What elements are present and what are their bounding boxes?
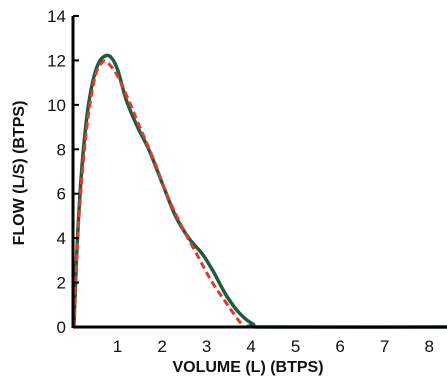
x-tick-label: 1 [113, 337, 122, 356]
y-tick-label: 8 [57, 140, 66, 159]
y-tick-label: 12 [47, 51, 66, 70]
series-group [72, 53, 447, 329]
y-tick-label: 2 [57, 274, 66, 293]
x-tick-label: 3 [202, 337, 211, 356]
y-tick-label: 0 [57, 318, 66, 337]
y-tick-label: 10 [47, 96, 66, 115]
x-axis-title: VOLUME (L) (BTPS) [172, 359, 323, 376]
y-tick-label: 6 [57, 185, 66, 204]
x-tick-label: 6 [335, 337, 344, 356]
axes-group [71, 16, 447, 329]
x-tick-label: 7 [380, 337, 389, 356]
x-tick-label: 5 [291, 337, 300, 356]
predicted-curve-line [72, 59, 246, 328]
x-tick-label: 8 [424, 337, 433, 356]
y-tick-label: 14 [47, 7, 66, 26]
x-tick-label: 2 [157, 337, 166, 356]
y-tick-label: 4 [57, 229, 66, 248]
measured-curve-line [72, 53, 447, 329]
y-axis-title: FLOW (L/S) (BTPS) [11, 101, 28, 246]
x-tick-label: 4 [246, 337, 255, 356]
